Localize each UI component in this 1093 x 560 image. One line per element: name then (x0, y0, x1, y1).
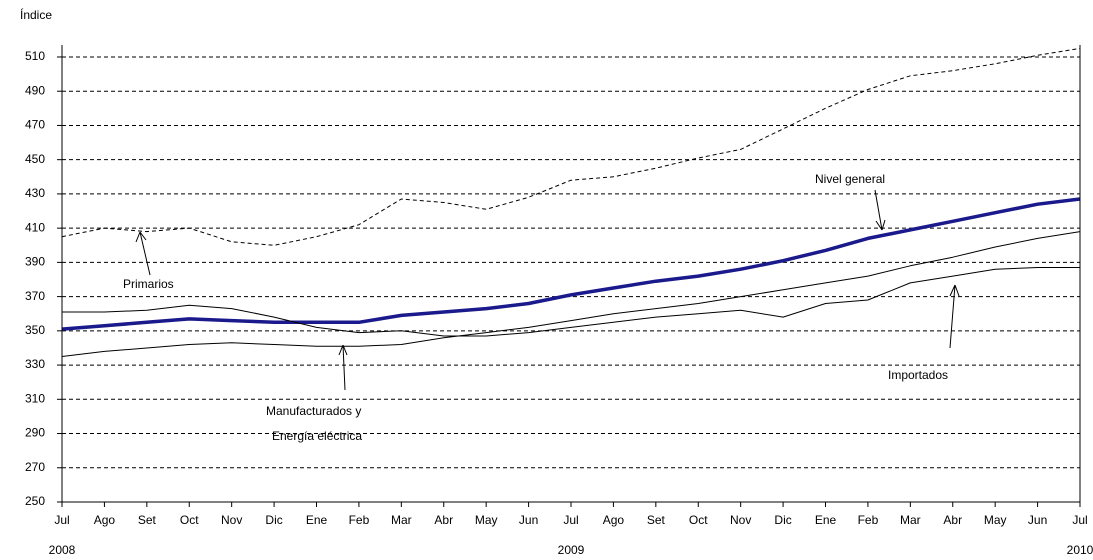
y-tick-label: 390 (25, 255, 45, 269)
series-line (61, 197, 1081, 331)
annotation: Manufacturados y (266, 404, 361, 418)
arrow (949, 284, 960, 349)
y-tick-label: 490 (25, 83, 45, 97)
annotation: Importados (888, 368, 948, 382)
annotation: Nivel general (815, 172, 885, 186)
y-tick-label: 510 (25, 49, 45, 63)
x-tick-label: May (475, 513, 498, 527)
x-tick-label: Jul (1072, 513, 1087, 527)
x-tick-label: Ene (815, 513, 837, 527)
arrow (338, 344, 348, 391)
y-tick-label: 410 (25, 220, 45, 234)
annotations: Primarios Nivel general Manufacturados y… (123, 172, 960, 443)
year-label: 2009 (558, 543, 585, 557)
x-tick-label: Feb (349, 513, 370, 527)
y-tick-label: 430 (25, 186, 45, 200)
series-line (62, 267, 1080, 337)
x-tick-label: May (984, 513, 1007, 527)
y-tick-label: 350 (25, 323, 45, 337)
series-line (61, 47, 1081, 246)
year-label: 2010 (1067, 543, 1093, 557)
x-tick-label: Mar (391, 513, 412, 527)
lines (61, 47, 1081, 357)
y-tick-label: 330 (25, 357, 45, 371)
y-tick-label: 370 (25, 289, 45, 303)
x-tick-label: Abr (434, 513, 453, 527)
annotation: Energía eléctrica (272, 429, 362, 443)
x-tick-label: Jul (563, 513, 578, 527)
annotation: Primarios (123, 277, 174, 291)
year-label: 2008 (49, 543, 76, 557)
y-axis-label: Índice (20, 7, 52, 22)
x-tick-label: Jun (1028, 513, 1047, 527)
x-tick-label: Abr (943, 513, 962, 527)
x-tick-label: Jun (519, 513, 538, 527)
y-tick-label: 310 (25, 391, 45, 405)
x-tick-label: Dic (265, 513, 282, 527)
x-tick-label: Nov (730, 513, 751, 527)
x-tick-label: Jul (54, 513, 69, 527)
arrow (874, 189, 886, 231)
y-tick-label: 470 (25, 118, 45, 132)
x-tick-label: Set (138, 513, 157, 527)
y-tick-label: 450 (25, 152, 45, 166)
x-tick-label: Oct (180, 513, 199, 527)
series-line (61, 231, 1081, 357)
y-tick-label: 290 (25, 426, 45, 440)
x-tick-label: Ago (94, 513, 116, 527)
x-tick-label: Set (647, 513, 666, 527)
x-tick-label: Ene (306, 513, 328, 527)
x-tick-label: Oct (689, 513, 708, 527)
x-tick-label: Ago (603, 513, 625, 527)
y-tick-label: 270 (25, 460, 45, 474)
x-tick-label: Mar (900, 513, 921, 527)
y-tick-label: 250 (25, 494, 45, 508)
arrow (135, 231, 151, 276)
x-tick-label: Nov (221, 513, 242, 527)
x-tick-label: Feb (858, 513, 879, 527)
x-tick-label: Dic (774, 513, 791, 527)
